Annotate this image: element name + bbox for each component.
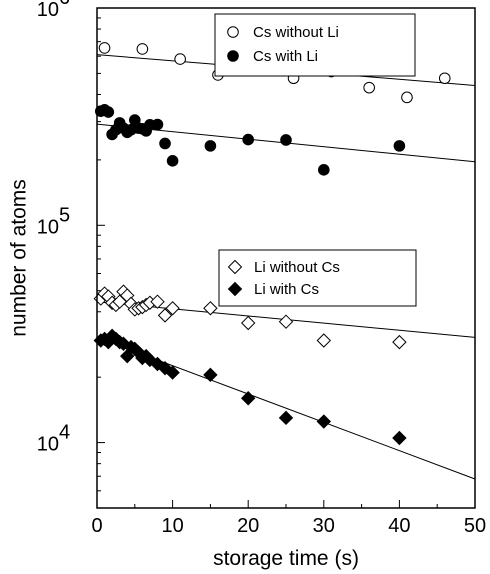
legend-symbol <box>227 259 243 275</box>
legend-cs: Cs without Li Cs with Li <box>214 13 416 77</box>
y-tick-exponent: 6 <box>59 0 70 9</box>
data-point <box>98 42 111 54</box>
y-tick-label: 10 <box>37 434 59 456</box>
data-point <box>136 43 149 55</box>
data-point <box>242 133 254 146</box>
x-axis-title: storage time (s) <box>213 547 359 570</box>
data-point <box>165 301 180 316</box>
legend-symbol <box>227 281 243 297</box>
legend-li: Li without Cs Li with Cs <box>218 249 417 307</box>
data-point <box>174 53 186 65</box>
y-tick-label: 10 <box>37 216 59 238</box>
data-point <box>165 365 180 380</box>
data-point <box>240 391 256 406</box>
data-point <box>401 91 413 104</box>
plot-area <box>93 42 476 480</box>
data-point <box>278 410 294 426</box>
y-axis-title: number of atoms <box>8 179 31 337</box>
x-tick-label: 40 <box>388 515 410 537</box>
legend-label: Cs without Li <box>253 24 339 41</box>
data-point <box>166 155 179 167</box>
data-point <box>392 430 407 446</box>
data-point <box>203 301 218 316</box>
data-point <box>159 137 171 150</box>
x-tick-label: 10 <box>161 515 183 537</box>
data-point <box>363 81 375 94</box>
data-point <box>112 294 127 309</box>
data-point <box>316 414 332 429</box>
series-2 <box>94 104 476 176</box>
y-tick-exponent: 4 <box>59 422 70 444</box>
series-3 <box>93 284 476 350</box>
data-point <box>240 315 256 331</box>
series-4 <box>93 328 476 480</box>
x-tick-label: 0 <box>91 515 102 537</box>
data-point <box>438 72 451 85</box>
data-point <box>318 164 330 176</box>
legend-label: Li with Cs <box>254 281 319 298</box>
data-point <box>316 333 332 348</box>
x-tick-label: 30 <box>313 515 335 537</box>
legend-box <box>214 13 416 77</box>
x-tick-label: 20 <box>237 515 259 537</box>
data-point <box>120 348 135 364</box>
axis-ticks: 01020304050104105106 <box>37 0 486 537</box>
legend-label: Li without Cs <box>254 259 340 276</box>
x-tick-label: 50 <box>464 515 486 537</box>
data-point <box>150 294 165 309</box>
data-point <box>392 334 407 350</box>
legend-symbol <box>227 50 239 62</box>
data-point <box>393 140 406 152</box>
data-point <box>278 314 294 329</box>
data-point <box>203 367 218 383</box>
data-point <box>151 118 164 131</box>
legend-box <box>218 249 417 307</box>
data-point <box>280 134 292 146</box>
data-point <box>116 336 131 351</box>
y-tick-label: 10 <box>37 0 59 21</box>
y-tick-exponent: 5 <box>59 204 70 226</box>
legend-label: Cs with Li <box>253 48 318 65</box>
data-point <box>157 308 173 323</box>
data-point <box>102 106 115 118</box>
data-point <box>204 140 217 152</box>
legend-symbol <box>227 26 239 38</box>
